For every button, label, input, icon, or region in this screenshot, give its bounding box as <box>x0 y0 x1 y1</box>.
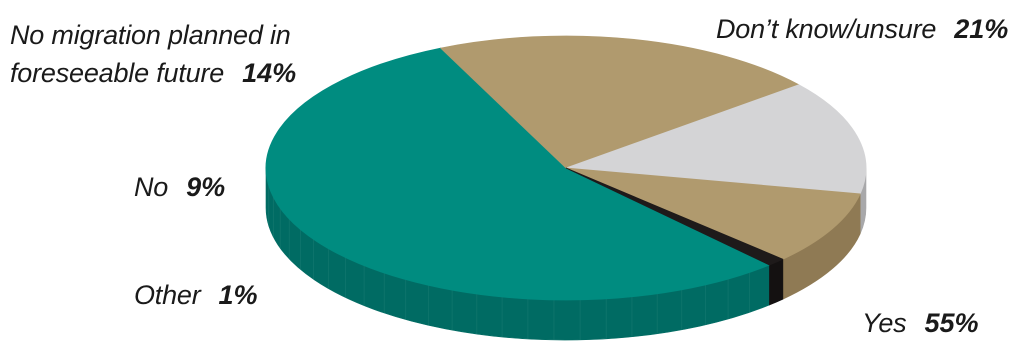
label-yes-value: 55% <box>924 308 979 338</box>
label-yes: Yes 55% <box>862 310 978 337</box>
pie-side-other <box>769 258 784 306</box>
pie-tops <box>265 35 867 301</box>
label-no-migration: No migration planned in foreseeable futu… <box>10 16 296 92</box>
pie-slice-yes <box>265 47 770 301</box>
label-dont-know-value: 21% <box>954 14 1009 44</box>
label-yes-name: Yes <box>862 308 907 338</box>
label-other: Other 1% <box>134 282 258 309</box>
label-other-name: Other <box>134 280 201 310</box>
label-no-migration-value: 14% <box>242 58 297 88</box>
pie-slice-other <box>565 167 784 266</box>
pie-slice-no-migration-planned-in-foreseeable-future <box>565 84 867 195</box>
label-dont-know-name: Don’t know/unsure <box>716 14 937 44</box>
pie-slice-don-t-know-unsure <box>440 35 800 169</box>
label-no: No 9% <box>134 174 225 201</box>
label-no-name: No <box>134 172 169 202</box>
label-no-migration-line2: foreseeable future <box>10 58 225 88</box>
pie-slice-no <box>565 167 861 260</box>
label-no-value: 9% <box>186 172 226 202</box>
label-dont-know: Don’t know/unsure 21% <box>716 16 1008 43</box>
pie-sides <box>265 167 867 341</box>
label-other-value: 1% <box>218 280 258 310</box>
label-no-migration-line1: No migration planned in <box>10 20 291 50</box>
